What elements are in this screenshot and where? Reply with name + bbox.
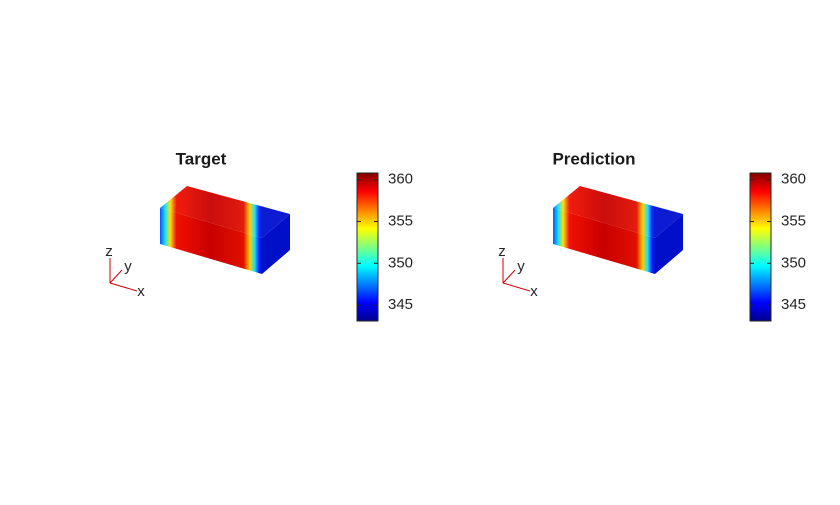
axes: Target zyx 345 350 355 360 (105, 149, 413, 322)
colorbar-tick-label: 355 (781, 212, 806, 229)
colorbar-tick-label: 350 (781, 254, 806, 271)
triad-y (502, 269, 516, 284)
triad-label: y (517, 258, 525, 275)
colorbar (356, 172, 379, 322)
colorbar-tick-label: 355 (388, 212, 413, 229)
triad-y (109, 269, 123, 284)
box-top (553, 186, 683, 238)
triad-x (502, 282, 531, 292)
triad-label: y (124, 258, 132, 275)
triad-label: x (530, 283, 538, 300)
box-side (262, 214, 290, 274)
chart-title: Prediction (552, 149, 635, 168)
colorbar-tick-label: 360 (388, 171, 413, 188)
axes: Prediction zyx 345 350 355 360 (498, 149, 806, 322)
colorbar-tick-label: 360 (781, 171, 806, 188)
chart-title: Target (176, 149, 227, 168)
triad-label: z (498, 243, 506, 260)
colorbar-tick-label: 345 (781, 296, 806, 313)
box-front (160, 208, 262, 274)
colorbar-tick-label: 350 (388, 254, 413, 271)
colorbar (749, 172, 772, 322)
box-side (655, 214, 683, 274)
triad-label: x (137, 283, 145, 300)
box-top (160, 186, 290, 238)
colorbar-tick-label: 345 (388, 296, 413, 313)
triad-label: z (105, 243, 113, 260)
triad-x (109, 282, 138, 292)
box-front (553, 208, 655, 274)
